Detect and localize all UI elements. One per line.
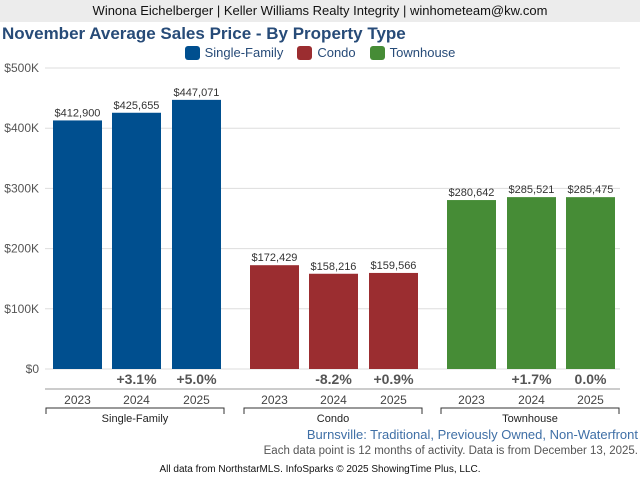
- group-label: Condo: [317, 413, 349, 425]
- group-label: Townhouse: [502, 413, 558, 425]
- bar: [250, 265, 299, 369]
- bar: [447, 200, 496, 369]
- x-tick-label: 2024: [123, 393, 150, 407]
- x-tick-label: 2025: [380, 393, 407, 407]
- legend: Single-Family Condo Townhouse: [0, 45, 640, 60]
- bar: [172, 99, 221, 370]
- header-banner: Winona Eichelberger | Keller Williams Re…: [0, 0, 640, 22]
- legend-label: Condo: [317, 45, 356, 60]
- x-tick-label: 2025: [183, 393, 210, 407]
- data-label: $159,566: [371, 260, 417, 272]
- y-tick-label: $300K: [4, 181, 39, 195]
- data-label: $158,216: [311, 261, 357, 273]
- y-tick-label: $100K: [4, 302, 39, 316]
- group-bracket: [243, 407, 423, 414]
- x-tick-label: 2024: [320, 393, 347, 407]
- bar: [507, 197, 556, 369]
- legend-label: Townhouse: [389, 45, 456, 60]
- x-tick-label: 2023: [458, 393, 485, 407]
- group-bracket: [45, 407, 225, 414]
- data-label: $285,475: [568, 184, 614, 196]
- y-tick-label: $0: [26, 362, 40, 376]
- legend-swatch: [369, 45, 385, 60]
- bar: [566, 197, 615, 369]
- bar: [112, 112, 161, 370]
- bar: [53, 120, 102, 369]
- legend-swatch: [184, 45, 200, 60]
- x-tick-label: 2023: [64, 393, 91, 407]
- legend-swatch: [297, 45, 313, 60]
- footer: All data from NorthstarMLS. InfoSparks ©…: [159, 464, 481, 475]
- data-label: $425,655: [114, 100, 160, 112]
- data-label: $285,521: [509, 184, 555, 196]
- change-label: +1.7%: [511, 371, 552, 387]
- data-label: $447,071: [174, 87, 220, 99]
- change-label: -8.2%: [315, 371, 352, 387]
- legend-item-townhouse[interactable]: Townhouse: [369, 45, 456, 60]
- bar: [309, 273, 358, 369]
- y-tick-label: $500K: [4, 61, 39, 75]
- legend-item-single-family[interactable]: Single-Family: [184, 45, 284, 60]
- change-label: +5.0%: [176, 371, 217, 387]
- chart-subtitle: Burnsville: Traditional, Previously Owne…: [306, 427, 638, 442]
- data-note: Each data point is 12 months of activity…: [263, 445, 638, 457]
- chart-title: November Average Sales Price - By Proper…: [2, 24, 406, 43]
- legend-item-condo[interactable]: Condo: [297, 45, 356, 60]
- change-label: 0.0%: [575, 371, 607, 387]
- change-label: +0.9%: [373, 371, 414, 387]
- legend-label: Single-Family: [204, 45, 284, 60]
- y-tick-label: $400K: [4, 121, 39, 135]
- data-label: $172,429: [252, 252, 298, 264]
- data-label: $280,642: [449, 187, 495, 199]
- change-label: +3.1%: [116, 371, 157, 387]
- data-label: $412,900: [55, 107, 101, 119]
- group-label: Single-Family: [102, 413, 169, 425]
- group-bracket: [440, 407, 620, 414]
- y-tick-label: $200K: [4, 242, 39, 256]
- x-tick-label: 2023: [261, 393, 288, 407]
- x-tick-label: 2024: [518, 393, 545, 407]
- x-tick-label: 2025: [577, 393, 604, 407]
- bar: [369, 272, 418, 369]
